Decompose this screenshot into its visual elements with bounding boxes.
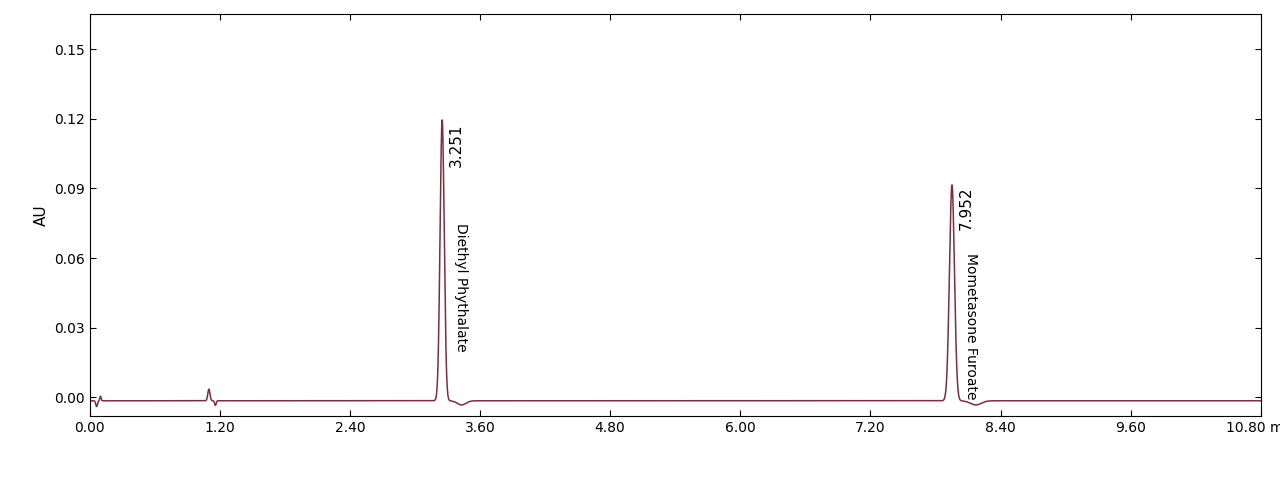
Text: Mometasone Furoate: Mometasone Furoate <box>964 253 978 400</box>
Y-axis label: AU: AU <box>33 204 49 226</box>
Text: 7.952: 7.952 <box>959 186 974 229</box>
Text: Diethyl Phythalate: Diethyl Phythalate <box>454 223 468 352</box>
Text: 3.251: 3.251 <box>449 123 463 167</box>
